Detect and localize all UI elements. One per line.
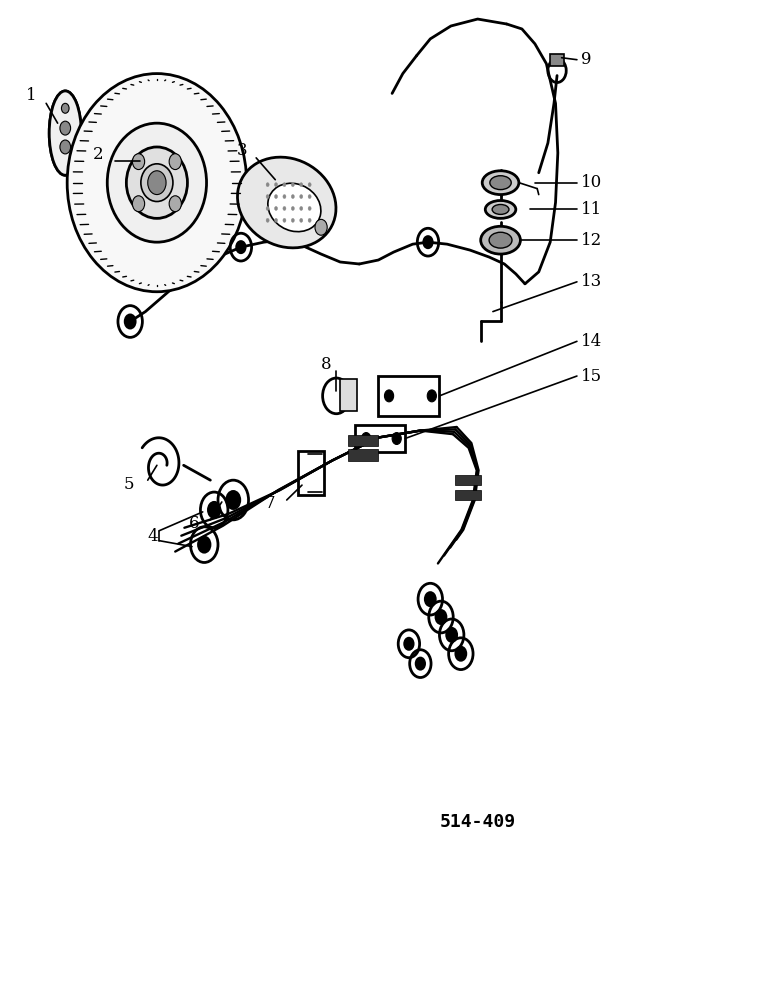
Bar [378, 376, 439, 416]
Circle shape [308, 195, 311, 199]
Bar [455, 490, 482, 500]
Circle shape [283, 218, 286, 222]
Text: 15: 15 [581, 368, 602, 385]
Ellipse shape [268, 183, 321, 232]
Ellipse shape [481, 226, 520, 254]
Circle shape [446, 628, 457, 642]
Text: 5: 5 [124, 476, 134, 493]
Circle shape [425, 592, 435, 606]
Text: 9: 9 [581, 51, 591, 68]
Circle shape [198, 537, 210, 553]
Bar [550, 54, 564, 66]
Text: 12: 12 [581, 232, 602, 249]
Circle shape [308, 218, 311, 222]
Circle shape [275, 183, 278, 187]
Circle shape [236, 241, 245, 253]
Circle shape [133, 196, 144, 212]
Circle shape [416, 658, 425, 670]
Circle shape [435, 610, 446, 624]
Text: 7: 7 [265, 495, 276, 512]
Circle shape [392, 433, 401, 444]
Text: 11: 11 [581, 201, 602, 218]
Circle shape [300, 206, 303, 210]
Circle shape [455, 647, 466, 661]
Text: 514-409: 514-409 [439, 813, 516, 831]
Ellipse shape [127, 147, 188, 218]
Circle shape [266, 206, 269, 210]
Circle shape [300, 183, 303, 187]
Circle shape [308, 206, 311, 210]
Circle shape [291, 183, 294, 187]
Circle shape [283, 206, 286, 210]
Circle shape [283, 195, 286, 199]
Circle shape [361, 433, 371, 444]
Ellipse shape [238, 157, 336, 248]
Circle shape [300, 218, 303, 222]
Circle shape [125, 315, 136, 328]
Circle shape [208, 502, 220, 518]
Circle shape [60, 121, 70, 135]
Text: 13: 13 [581, 273, 602, 290]
Circle shape [133, 154, 144, 170]
Bar [348, 449, 378, 461]
Text: 1: 1 [25, 87, 36, 104]
Circle shape [62, 103, 69, 113]
Circle shape [275, 218, 278, 222]
Circle shape [384, 390, 394, 402]
Ellipse shape [490, 176, 511, 190]
Ellipse shape [492, 204, 509, 214]
Text: 3: 3 [236, 142, 247, 159]
Circle shape [275, 206, 278, 210]
Circle shape [169, 196, 181, 212]
Circle shape [405, 638, 414, 650]
Circle shape [275, 195, 278, 199]
Circle shape [315, 219, 327, 235]
Text: 6: 6 [188, 515, 199, 532]
Circle shape [308, 183, 311, 187]
Circle shape [291, 206, 294, 210]
Circle shape [283, 183, 286, 187]
Ellipse shape [489, 232, 512, 248]
Circle shape [300, 195, 303, 199]
Text: 4: 4 [147, 528, 158, 545]
Ellipse shape [482, 171, 519, 195]
Bar [455, 475, 482, 485]
Ellipse shape [107, 123, 207, 242]
Ellipse shape [67, 74, 246, 292]
Circle shape [266, 195, 269, 199]
Circle shape [266, 218, 269, 222]
Bar [340, 379, 357, 411]
Circle shape [291, 195, 294, 199]
Bar [355, 425, 405, 452]
Ellipse shape [486, 201, 516, 218]
Circle shape [60, 140, 70, 154]
Text: 8: 8 [320, 356, 331, 373]
Bar [348, 435, 378, 446]
Ellipse shape [141, 164, 173, 202]
Circle shape [169, 154, 181, 170]
Text: 2: 2 [93, 146, 103, 163]
Circle shape [291, 218, 294, 222]
Circle shape [423, 236, 432, 248]
Circle shape [147, 171, 166, 195]
Text: 14: 14 [581, 333, 602, 350]
Text: 10: 10 [581, 174, 602, 191]
Ellipse shape [49, 91, 81, 175]
Circle shape [266, 183, 269, 187]
Circle shape [427, 390, 436, 402]
Circle shape [226, 491, 240, 509]
